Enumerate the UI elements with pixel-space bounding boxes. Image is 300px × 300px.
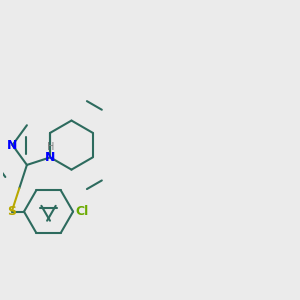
Text: S: S — [7, 205, 16, 218]
Text: Cl: Cl — [76, 205, 89, 218]
Text: H: H — [46, 142, 54, 152]
Text: N: N — [7, 139, 18, 152]
Text: N: N — [45, 151, 56, 164]
